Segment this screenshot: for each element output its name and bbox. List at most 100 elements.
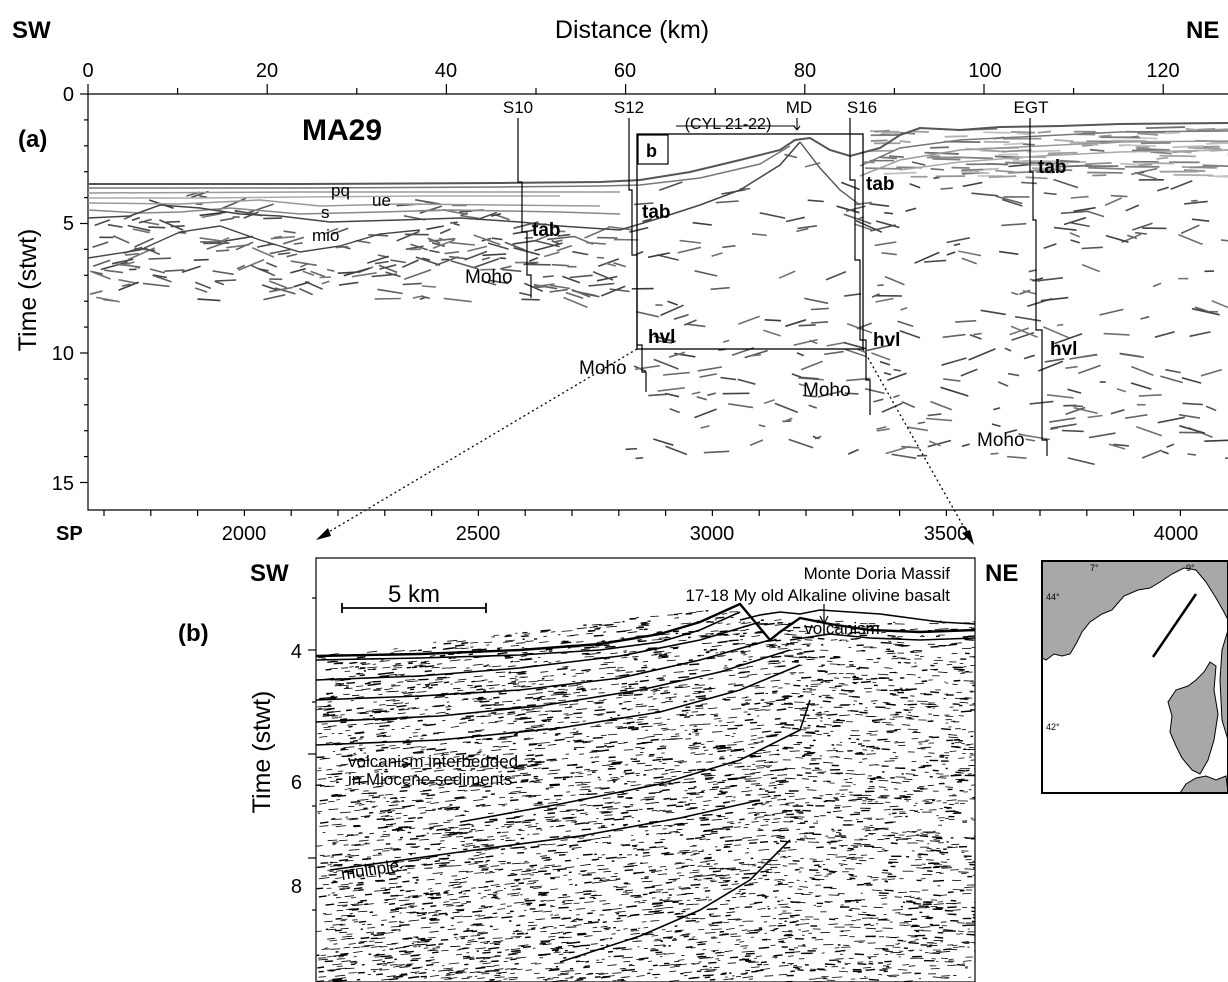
seismic-wiggle: [672, 880, 677, 882]
seismic-wiggle: [606, 763, 618, 766]
seismic-wiggle: [744, 906, 753, 908]
reflector-segment: [143, 247, 161, 256]
seismic-wiggle: [598, 624, 609, 626]
seismic-wiggle: [781, 695, 793, 698]
seismic-wiggle: [558, 854, 566, 856]
seismic-wiggle: [568, 951, 575, 954]
seismic-wiggle: [412, 707, 420, 710]
seismic-wiggle: [520, 780, 529, 783]
seismic-wiggle: [521, 873, 531, 875]
seismic-wiggle: [756, 894, 765, 897]
seismic-wiggle: [356, 672, 361, 675]
reflector-segment: [549, 288, 568, 293]
seismic-wiggle: [518, 685, 526, 687]
reflector-segment: [884, 211, 893, 215]
seismic-wiggle: [737, 667, 749, 669]
seismic-wiggle: [754, 802, 764, 805]
seismic-wiggle: [348, 849, 360, 851]
seismic-wiggle: [921, 669, 928, 672]
seismic-wiggle: [339, 888, 350, 891]
seismic-wiggle: [465, 758, 474, 760]
seismic-wiggle: [539, 742, 550, 744]
seismic-wiggle: [732, 777, 740, 780]
seismic-wiggle: [545, 648, 553, 651]
seismic-wiggle: [663, 690, 669, 692]
seismic-wiggle: [513, 901, 525, 904]
seismic-wiggle: [667, 911, 674, 914]
reflector-segment: [142, 282, 170, 288]
seismic-wiggle: [908, 949, 915, 951]
seismic-wiggle: [473, 799, 484, 801]
tab-label: tab: [1038, 157, 1067, 178]
seismic-wiggle: [478, 866, 484, 868]
seismic-wiggle: [587, 700, 594, 703]
seismic-wiggle: [375, 749, 385, 752]
reflector-segment: [658, 181, 683, 191]
reflector-segment: [1104, 197, 1123, 207]
seismic-wiggle: [707, 707, 718, 709]
seismic-wiggle: [384, 956, 393, 960]
seismic-wiggle: [674, 760, 685, 762]
reflector-segment: [692, 221, 712, 226]
reflector-segment: [403, 268, 432, 281]
seismic-wiggle: [638, 716, 648, 719]
seismic-wiggle: [573, 746, 585, 749]
seismic-wiggle: [369, 832, 375, 835]
seismic-wiggle: [784, 777, 796, 780]
seismic-wiggle: [331, 793, 339, 797]
seismic-wiggle: [476, 688, 486, 691]
seismic-wiggle: [843, 758, 853, 760]
panel-b-y-tick-label: 4: [291, 641, 302, 663]
seismic-wiggle: [535, 689, 543, 691]
seismic-wiggle: [729, 639, 739, 642]
seismic-wiggle: [465, 756, 474, 758]
seismic-wiggle: [555, 825, 564, 828]
seismic-wiggle: [764, 802, 770, 804]
seismic-wiggle: [429, 922, 439, 924]
zoom-connector-right-arrow: [962, 530, 974, 545]
seismic-wiggle: [330, 948, 341, 950]
seismic-wiggle: [654, 907, 665, 910]
seismic-wiggle: [719, 787, 731, 790]
seismic-wiggle: [626, 905, 638, 908]
seismic-wiggle: [545, 858, 552, 861]
seismic-wiggle: [818, 771, 827, 773]
seismic-wiggle: [766, 645, 778, 648]
reflector-segment: [814, 435, 822, 440]
seismic-wiggle: [870, 677, 878, 680]
seismic-wiggle: [514, 821, 522, 823]
seismic-wiggle: [494, 761, 501, 763]
seismic-wiggle: [519, 772, 529, 775]
sediment-reflector: [953, 156, 994, 160]
seismic-wiggle: [353, 863, 362, 866]
reflector-segment: [467, 245, 488, 252]
reflector-segment: [778, 270, 796, 279]
seismic-wiggle: [348, 854, 360, 857]
reflector-segment: [840, 181, 860, 191]
unit-label-s: s: [321, 203, 330, 222]
seismic-wiggle: [515, 642, 526, 644]
reflector-segment: [473, 258, 500, 269]
seismic-wiggle: [854, 953, 864, 956]
panel-b-outline: [636, 133, 864, 350]
seismic-wiggle: [652, 687, 663, 690]
seismic-wiggle: [937, 901, 944, 903]
seismic-wiggle: [404, 775, 413, 778]
seismic-wiggle: [644, 796, 656, 798]
reflector-segment: [1061, 429, 1084, 433]
seismic-wiggle: [635, 705, 647, 708]
seismic-wiggle: [679, 887, 690, 889]
sp-tick-label: 3000: [690, 523, 735, 545]
seismic-wiggle: [429, 655, 436, 657]
reflector-segment: [270, 235, 296, 240]
seismic-wiggle: [715, 745, 725, 747]
seismic-wiggle: [341, 755, 353, 758]
seismic-wiggle: [778, 882, 783, 885]
seismic-wiggle: [654, 841, 663, 844]
seismic-wiggle: [772, 956, 778, 958]
seismic-wiggle: [740, 622, 752, 625]
reflector-segment: [1073, 406, 1098, 415]
seismic-wiggle: [845, 915, 853, 917]
seismic-wiggle: [719, 903, 729, 905]
seismic-wiggle: [711, 921, 723, 924]
